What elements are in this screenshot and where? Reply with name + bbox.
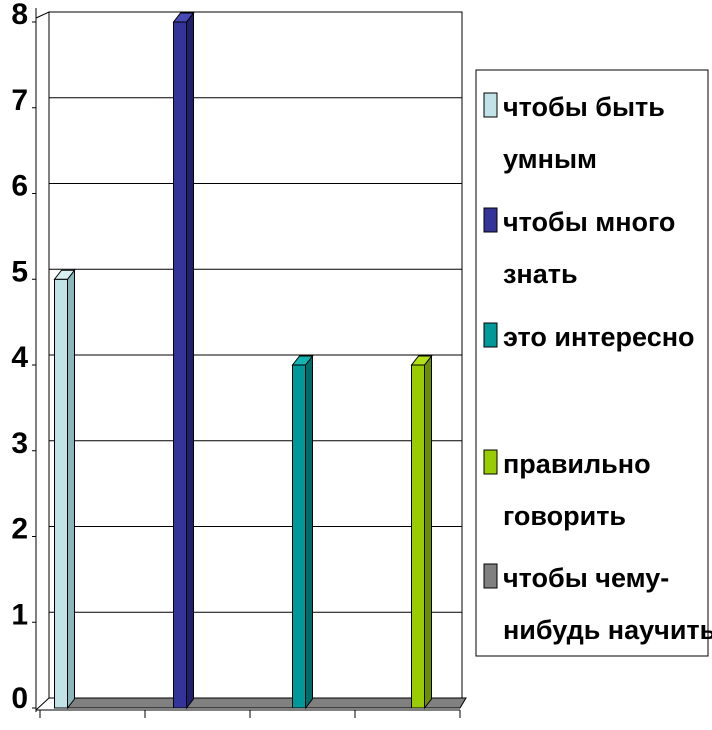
- bar-side: [424, 354, 432, 710]
- y-tick-label: 1: [11, 598, 28, 631]
- legend-swatch: [483, 92, 498, 118]
- legend-label: нибудь научиться: [503, 615, 712, 645]
- side-wall: [35, 11, 50, 712]
- y-tick-label: 0: [11, 682, 28, 715]
- chart-floor: [58, 697, 467, 709]
- legend: чтобы быть умным чтобы много знать это интер…: [475, 69, 712, 657]
- legend-entry: чтобы много знать: [483, 207, 675, 289]
- legend-label: это интересно: [503, 322, 695, 352]
- bar-top: [291, 355, 314, 366]
- legend-swatch: [483, 322, 498, 348]
- bar-top: [53, 269, 76, 280]
- axes: [35, 8, 461, 718]
- bar: [53, 268, 76, 710]
- legend-swatch: [483, 563, 498, 589]
- legend-label: говорить: [503, 501, 626, 531]
- legend-label: чтобы много: [503, 207, 675, 237]
- y-tick-label: 7: [11, 84, 28, 117]
- legend-entry: чтобы быть умным: [483, 92, 665, 174]
- legend-entry: это интересно: [483, 322, 695, 352]
- legend-label: правильно: [503, 449, 651, 479]
- floor-plane: [58, 697, 467, 709]
- bar-side: [186, 11, 194, 710]
- gridlines: [49, 97, 462, 613]
- legend-label: умным: [503, 144, 597, 174]
- bar-front: [173, 21, 187, 709]
- bars: [53, 11, 433, 710]
- bar-front: [54, 278, 68, 709]
- y-tick-label: 5: [11, 255, 28, 288]
- bar-front: [292, 364, 306, 709]
- bar-front: [411, 364, 425, 709]
- bar-side: [305, 354, 313, 710]
- legend-entry: чтобы чему-нибудь научиться: [483, 563, 712, 645]
- bar-side: [67, 268, 75, 710]
- bar: [291, 354, 314, 710]
- y-tick-label: 6: [11, 170, 28, 203]
- legend-swatch: [483, 207, 498, 233]
- legend-entry: правильно говорить: [483, 449, 651, 531]
- y-tick-label: 8: [11, 0, 28, 31]
- bar-top: [172, 12, 195, 23]
- y-axis-tick-labels: 0 1 2 3 4 5 6 7 8: [11, 0, 36, 715]
- legend-label: чтобы быть: [503, 92, 665, 122]
- bar-top: [410, 355, 433, 366]
- y-tick-label: 4: [11, 341, 28, 374]
- legend-box: [475, 69, 709, 657]
- legend-label: чтобы чему-: [503, 563, 669, 593]
- y-tick-label: 2: [11, 513, 28, 546]
- bar: [410, 354, 433, 710]
- bar: [172, 11, 195, 710]
- y-tick-label: 3: [11, 427, 28, 460]
- legend-label: знать: [503, 259, 578, 289]
- legend-swatch: [483, 449, 498, 475]
